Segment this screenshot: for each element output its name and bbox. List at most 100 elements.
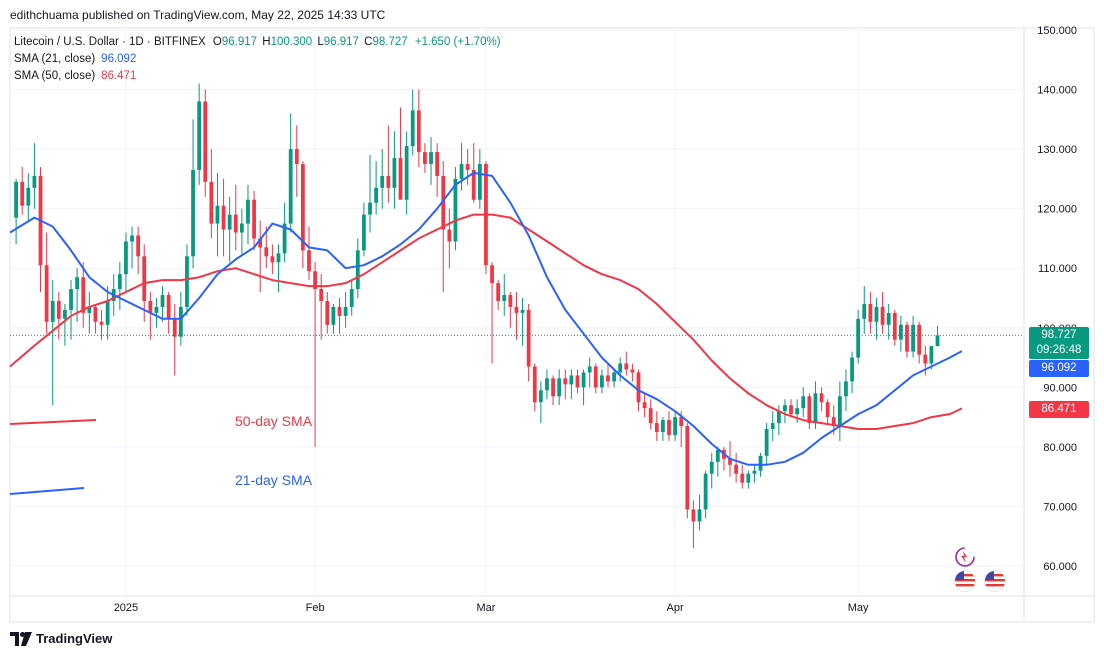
sma21-legend-label: SMA (21, close) — [14, 53, 96, 65]
candle-up — [715, 449, 720, 462]
us-flag-icon[interactable] — [954, 570, 976, 592]
sma21-annotation-line — [9, 487, 85, 495]
last-price-tag: 98.727 09:26:48 — [1029, 327, 1089, 359]
candle-up — [87, 306, 92, 313]
price-tick-label: 70.000 — [1043, 501, 1077, 513]
candle-down — [734, 464, 739, 474]
candle-up — [581, 372, 586, 388]
candle-down — [532, 366, 537, 403]
candle-up — [813, 393, 818, 424]
candle-down — [221, 205, 226, 230]
sma21-legend-row[interactable]: SMA (21, close) 96.092 — [14, 51, 501, 68]
candle-up — [130, 235, 134, 242]
us-flag-icon[interactable] — [984, 570, 1006, 592]
sma50-price-tag: 86.471 — [1029, 401, 1089, 418]
candle-down — [691, 509, 696, 522]
candle-up — [160, 295, 165, 307]
candle-up — [154, 306, 159, 313]
candle-up — [368, 202, 372, 215]
legend-lines — [9, 419, 97, 495]
candle-down — [636, 372, 641, 403]
candle-down — [868, 303, 873, 322]
candle-up — [599, 375, 604, 388]
sma50-annotation-line — [9, 419, 97, 425]
candle-up — [404, 146, 409, 200]
candle-down — [496, 283, 501, 301]
candle-down — [648, 408, 653, 424]
candle-up — [758, 455, 763, 471]
sma50-line — [9, 213, 963, 430]
candle-up — [349, 289, 354, 307]
candle-down — [740, 473, 745, 483]
candle-up — [618, 363, 623, 373]
sma21-line — [9, 171, 963, 466]
date-tick-label: Mar — [476, 602, 495, 614]
candle-down — [825, 402, 830, 418]
candle-down — [258, 238, 263, 248]
candle-up — [453, 178, 458, 242]
chart-frame — [9, 27, 1095, 623]
price-tick-label: 150.000 — [1037, 25, 1077, 37]
candle-down — [172, 318, 177, 337]
candle-down — [270, 256, 275, 263]
candle-down — [142, 256, 147, 301]
sma21-legend-value: 96.092 — [101, 53, 137, 65]
candle-down — [551, 378, 555, 397]
countdown-value: 09:26:48 — [1036, 344, 1082, 356]
candle-up — [661, 420, 665, 432]
candle-up — [124, 241, 128, 275]
candle-down — [99, 321, 104, 325]
sma50-legend-value: 86.471 — [101, 70, 137, 82]
candle-down — [831, 417, 836, 427]
candle-up — [886, 312, 891, 325]
candle-up — [545, 378, 549, 391]
sma50-legend-row[interactable]: SMA (50, close) 86.471 — [14, 68, 501, 85]
candle-up — [185, 256, 189, 307]
candle-up — [246, 199, 250, 224]
candle-up — [215, 205, 220, 224]
symbol-ohlc-row[interactable]: Litecoin / U.S. Dollar · 1D · BITFINEX O… — [14, 34, 501, 51]
candle-up — [795, 408, 800, 415]
candle-up — [673, 417, 677, 435]
candle-up — [227, 214, 232, 230]
sma50-annotation: 50-day SMA — [235, 413, 313, 429]
candle-up — [26, 187, 31, 206]
price-tick-label: 80.000 — [1043, 442, 1077, 454]
candle-up — [75, 277, 80, 290]
candle-down — [136, 235, 141, 257]
candle-down — [679, 417, 684, 427]
events-icon[interactable] — [954, 546, 976, 568]
date-tick-label: Apr — [667, 602, 684, 614]
candle-down — [319, 289, 324, 301]
low-label: L — [317, 36, 324, 48]
candle-down — [423, 152, 427, 164]
candle-down — [575, 375, 580, 388]
candle-up — [911, 324, 915, 352]
candle-up — [746, 473, 751, 483]
candle-up — [105, 300, 110, 325]
candle-up — [502, 295, 507, 301]
price-axis: 60.00070.00080.00090.000100.000110.00012… — [1037, 25, 1077, 573]
candle-down — [20, 181, 25, 206]
candle-up — [410, 110, 415, 147]
candle-up — [477, 164, 482, 200]
price-tick-label: 110.000 — [1038, 263, 1077, 275]
candle-up — [197, 101, 202, 170]
candle-down — [807, 396, 812, 424]
candle-up — [862, 303, 867, 319]
candle-up — [117, 274, 122, 290]
tradingview-logo[interactable]: TradingView — [10, 631, 112, 646]
candle-down — [880, 306, 885, 325]
candle-up — [392, 158, 397, 188]
candle-down — [465, 164, 470, 170]
candle-up — [898, 324, 903, 340]
candle-up — [776, 411, 781, 424]
candle-down — [447, 229, 452, 242]
candle-down — [630, 369, 635, 373]
high-label: H — [262, 36, 271, 48]
candle-down — [416, 110, 421, 153]
candle-up — [343, 306, 348, 316]
symbol-name[interactable]: Litecoin / U.S. Dollar · 1D · BITFINEX — [14, 36, 206, 48]
candle-down — [508, 295, 513, 307]
